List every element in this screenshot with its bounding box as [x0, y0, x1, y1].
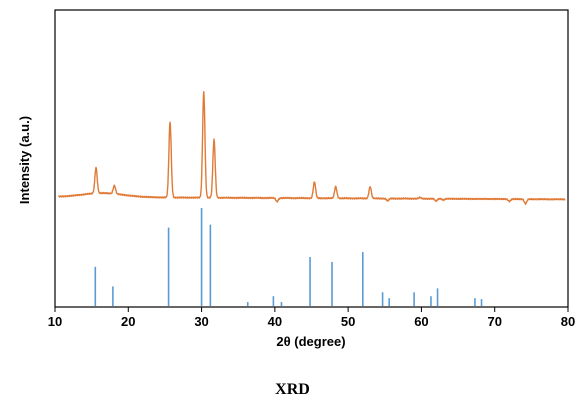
measured-pattern-line [58, 90, 566, 205]
x-axis-ticks: 10 20 30 40 50 60 70 80 [48, 307, 575, 329]
x-tick-label: 80 [561, 314, 575, 329]
x-tick-label: 20 [121, 314, 135, 329]
x-axis-title: 2θ (degree) [276, 334, 345, 349]
figure-caption: XRD [275, 381, 310, 398]
x-tick-label: 40 [268, 314, 282, 329]
x-tick-label: 50 [341, 314, 355, 329]
x-tick-label: 60 [414, 314, 428, 329]
y-axis-title: Intensity (a.u.) [17, 116, 32, 204]
x-tick-label: 10 [48, 314, 62, 329]
x-tick-label: 30 [194, 314, 208, 329]
xrd-chart: 10 20 30 40 50 60 70 80 2θ (degree) Intensity (… [17, 9, 575, 349]
x-tick-label: 70 [487, 314, 501, 329]
plot-frame [54, 9, 569, 308]
reference-sticks [94, 208, 483, 306]
